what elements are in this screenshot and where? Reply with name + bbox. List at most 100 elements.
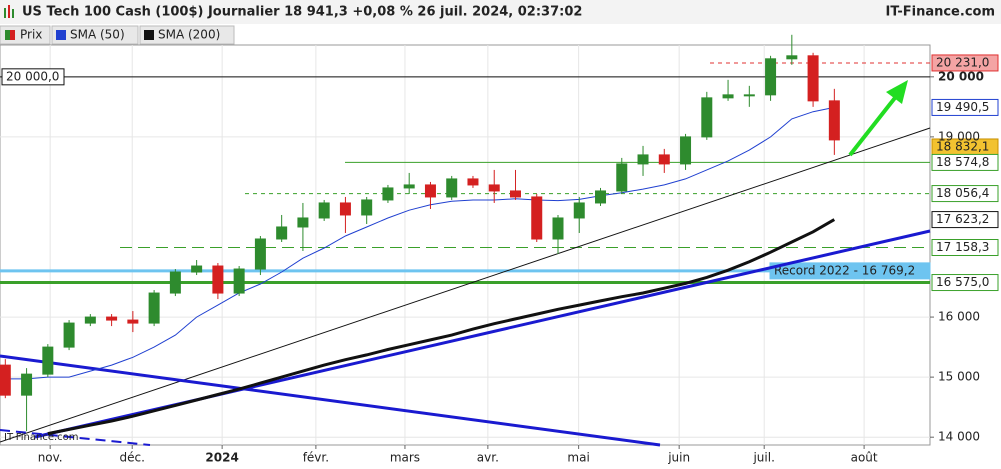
levels: 20 231,0 20 000,0 19 490,5 18 832,1 18 574,8… [0,54,999,292]
level-label: 18 574,8 [936,155,989,169]
candle-body [509,190,521,198]
trendline [0,354,661,447]
level-label: Record 2022 - 16 769,2 [774,263,915,277]
arrow-head [886,80,908,104]
level-label-box [931,98,999,116]
brand: IT-Finance.com [886,5,995,20]
y-tick-label: 20 000 [938,69,984,83]
legend-swatch [56,30,66,40]
candle-body [424,184,436,198]
plot-frame [0,44,931,446]
sma-line [47,218,836,436]
candle-body [361,199,373,216]
candle-body [786,55,798,60]
candle-body [595,190,607,204]
legend-item [51,25,139,45]
x-tick-label: août [851,451,878,465]
legend-swatch [10,30,15,40]
level-label: 20 000,0 [6,69,59,83]
level-label: 19 490,5 [936,100,989,114]
candle-body [127,319,139,324]
level-label: 18 056,4 [936,186,989,200]
candle-body [339,202,351,216]
trendline [0,429,151,446]
trendline [0,127,931,443]
x-tick-label: févr. [303,451,329,465]
candle-body [106,316,118,321]
x-tick-label: 2024 [205,451,238,465]
candle-body [573,202,585,219]
candle-body [807,55,819,102]
candle-body [446,178,458,198]
candle-body [722,94,734,99]
candle-body [169,271,181,294]
candle-body [191,265,203,273]
header-bar [0,0,1001,24]
candle-body [403,184,415,189]
candle-body [828,100,840,141]
candle-body [42,346,54,375]
x-tick-label: nov. [38,451,63,465]
arrow [848,92,900,157]
candle-body [637,154,649,165]
axes: 20 000 19 000 16 000 15 000 14 000 nov. déc. 20… [38,69,984,464]
x-tick-label: mars [390,451,420,465]
level-label-box [769,262,931,280]
level-label-box [931,185,999,203]
sma-line [5,106,835,380]
legend: Prix SMA (50) SMA (200) [0,25,235,45]
level-label: 18 832,1 [936,139,989,153]
level-label-box [931,211,999,229]
candle-body [701,97,713,138]
level-label-box [931,239,999,257]
candle-body [297,217,309,228]
app-icon [4,5,14,18]
candle-body [488,184,500,192]
level-label-box [931,54,999,72]
candle-body [212,265,224,294]
candle-body [63,322,75,348]
candle-body [531,196,543,240]
level-label-box [1,68,65,86]
y-tick-label: 14 000 [938,430,980,444]
candle-body [658,154,670,165]
candle-body [254,238,266,270]
candle-body [0,364,11,396]
candle-body [680,136,692,165]
watermark: IT-Finance.com [4,432,79,443]
x-tick-label: mai [567,451,589,465]
legend-label: SMA (50) [70,28,125,42]
legend-item [139,25,235,45]
candle-body [765,58,777,96]
series [5,106,836,436]
candle-body [84,316,96,324]
level-label: 17 623,2 [936,212,989,226]
x-tick-label: déc. [120,451,145,465]
chart-title: US Tech 100 Cash (100$) Journalier 18 94… [22,5,582,20]
candle-body [743,94,755,97]
candle-body [467,178,479,186]
level-label: 16 575,0 [936,275,989,289]
level-label: 20 231,0 [936,55,989,69]
level-label-box [931,274,999,292]
x-tick-label: juin [667,451,690,465]
candles [0,34,840,432]
x-tick-label: avr. [477,451,499,465]
legend-swatch [144,30,154,40]
candle-body [233,268,245,294]
candle-body [148,292,160,324]
legend-label: SMA (200) [158,28,220,42]
legend-swatch [5,30,10,40]
candle-body [318,202,330,219]
level-label-box [931,153,999,171]
candle-body [552,217,564,240]
candle-body [382,187,394,201]
level-label: 17 158,3 [936,240,989,254]
y-tick-label: 15 000 [938,370,980,384]
y-tick-label: 16 000 [938,310,980,324]
x-tick-label: juil. [752,451,774,465]
legend-label: Prix [20,28,42,42]
